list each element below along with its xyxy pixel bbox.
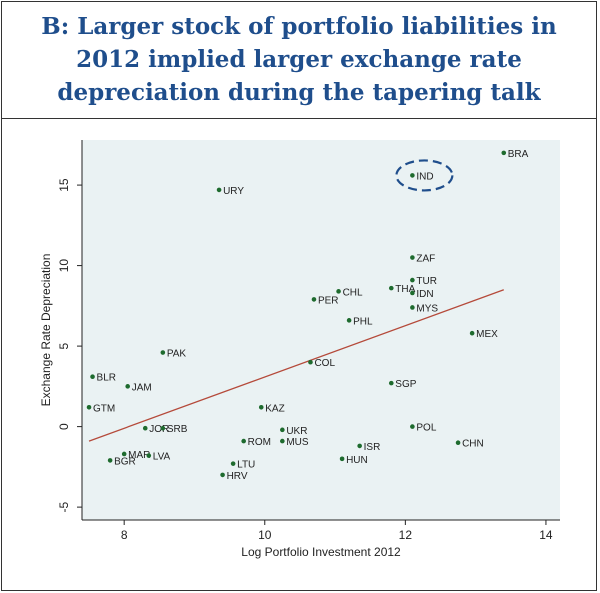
x-tick-label: 10 [258,528,272,542]
point-ukr [280,427,285,433]
point-hun [339,456,345,462]
y-tick-label: 10 [57,259,71,273]
point-label-bgr: BGR [114,456,136,467]
point-label-ury: URY [223,186,244,197]
point-kaz [258,404,264,410]
point-label-mys: MYS [416,303,438,314]
y-axis-title: Exchange Rate Depreciation [39,254,53,407]
point-zaf [410,255,415,260]
chart-title: B: Larger stock of portfolio liabilities… [41,13,557,106]
point-pol [410,424,415,429]
x-axis-title: Log Portfolio Investment 2012 [241,545,401,559]
point-mar [121,451,127,457]
point-label-idn: IDN [416,289,433,300]
point-tur [410,277,415,283]
point-label-col: COL [314,358,335,369]
point-mex [469,330,475,336]
point-ltu [230,461,236,466]
point-idn [410,290,415,296]
point-label-jam: JAM [132,382,152,393]
point-srb [160,425,166,431]
point-label-chn: CHN [462,439,484,450]
point-mus [280,438,285,444]
point-label-gtm: GTM [93,403,115,414]
point-label-chl: CHL [343,287,363,298]
point-hrv [220,472,225,478]
point-label-phl: PHL [353,316,373,327]
point-mys [410,305,415,310]
point-ury [216,187,222,193]
point-label-mar: MAR [128,450,150,461]
point-label-ukr: UKR [286,426,307,437]
point-label-lva: LVA [153,452,171,463]
y-tick-label: 15 [57,178,71,192]
point-rom [241,438,246,444]
point-jor [142,425,148,431]
plot-area [82,140,560,520]
point-blr [90,374,95,379]
x-tick-label: 14 [539,528,553,542]
fit-line-group [88,289,504,442]
point-label-rom: ROM [248,437,271,448]
point-label-isr: ISR [364,442,381,453]
point-label-bra: BRA [508,149,529,160]
point-label-ltu: LTU [237,460,255,471]
point-sgp [388,380,394,386]
fit-line [88,289,504,442]
y-tick-label: 5 [57,342,71,349]
point-ind [410,173,415,178]
highlight-ellipse [395,159,454,192]
y-tick-label: -5 [57,501,71,512]
point-label-pak: PAK [167,349,187,360]
point-label-pol: POL [416,423,436,434]
axes: 8 10 12 14 -5 0 5 10 15 [57,140,560,542]
point-label-per: PER [318,295,339,306]
point-label-srb: SRB [167,424,188,435]
point-tha [388,285,394,291]
point-label-hrv: HRV [227,471,248,482]
point-label-mus: MUS [286,437,309,448]
point-phl [346,318,352,323]
point-label-sgp: SGP [395,379,416,390]
point-gtm [86,404,92,410]
point-label-kaz: KAZ [265,403,284,414]
point-label-zaf: ZAF [416,254,435,265]
point-col [308,359,313,365]
point-chl [336,289,341,294]
point-label-mex: MEX [476,329,498,340]
point-pak [160,350,166,355]
point-chn [455,440,461,446]
point-label-ind: IND [416,171,433,182]
title-panel: B: Larger stock of portfolio liabilities… [1,1,597,119]
point-jam [125,384,130,389]
point-lva [146,453,152,458]
point-label-jor: JOR [149,424,169,435]
y-tick-label: 0 [57,423,71,430]
x-tick-label: 8 [121,528,128,542]
point-label-hun: HUN [346,455,368,466]
point-bra [501,150,507,156]
point-label-tha: THA [395,284,415,295]
point-label-tur: TUR [416,276,437,287]
point-isr [357,443,362,449]
x-tick-label: 12 [399,528,413,542]
point-per [311,297,317,302]
point-label-blr: BLR [97,373,116,384]
point-bgr [107,458,113,463]
